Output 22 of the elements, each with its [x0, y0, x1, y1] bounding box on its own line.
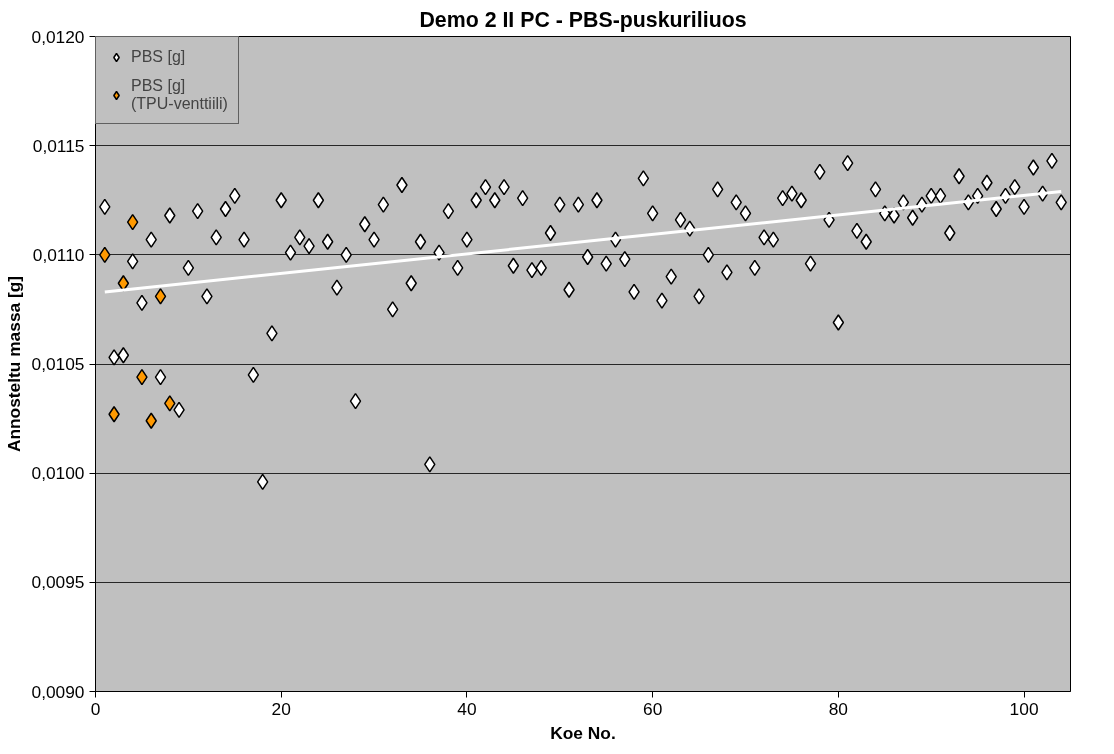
y-axis-title: Annosteltu massa [g] — [3, 275, 24, 453]
y-tick-label: 0,0100 — [31, 463, 85, 484]
y-tick-label: 0,0095 — [31, 572, 85, 593]
y-tick-label: 0,0115 — [32, 135, 85, 156]
x-tick-label: 100 — [1009, 698, 1039, 719]
y-tick-label: 0,0120 — [31, 26, 85, 47]
point — [164, 395, 176, 412]
x-tick-label: 80 — [828, 698, 848, 719]
x-axis-title: Koe No. — [550, 722, 616, 743]
point — [126, 213, 139, 231]
point — [117, 274, 130, 292]
x-tick-label: 40 — [457, 698, 477, 719]
x-tick-label: 20 — [271, 698, 291, 719]
x-tick-label: 60 — [643, 698, 663, 719]
legend-label: PBS [g] — [131, 48, 186, 66]
y-tick-label: 0,0110 — [32, 244, 85, 265]
legend-label: PBS [g] (TPU-venttiili) — [131, 77, 228, 113]
y-tick-label: 0,0105 — [31, 354, 85, 374]
x-tick-label: 0 — [90, 698, 101, 719]
chart-title: Demo 2 II PC - PBS-puskuriliuos — [419, 7, 747, 32]
y-tick-label: 0,0090 — [31, 681, 85, 702]
point — [154, 288, 167, 305]
